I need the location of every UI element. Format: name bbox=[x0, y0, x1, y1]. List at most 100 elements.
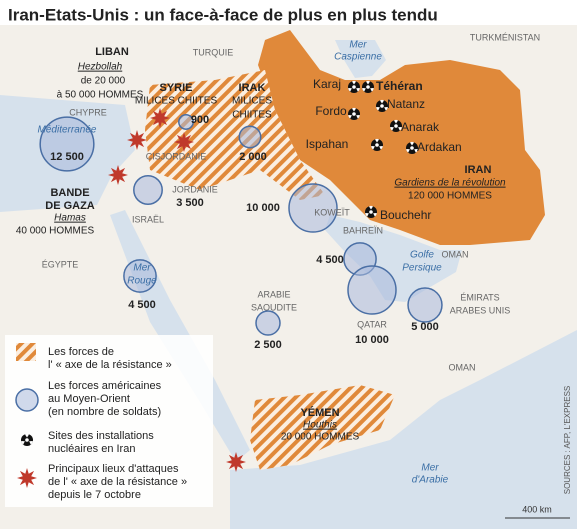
site-label: Téhéran bbox=[376, 79, 423, 93]
group-label: CHIITES bbox=[232, 110, 272, 121]
resistance-area bbox=[250, 385, 395, 470]
nuclear-icon bbox=[394, 124, 398, 128]
sea-label: Rouge bbox=[127, 276, 157, 287]
site-label: Bouchehr bbox=[380, 208, 431, 222]
nuclear-icon bbox=[375, 138, 379, 143]
force-label: 900 bbox=[191, 114, 209, 126]
place-label: ÉMIRATS bbox=[460, 292, 499, 302]
group-label: de 20 000 bbox=[81, 76, 126, 87]
nuclear-icon bbox=[398, 127, 402, 131]
sea-label: Mer bbox=[133, 263, 151, 274]
sea-label: Mer bbox=[349, 40, 367, 51]
source: SOURCES : AFP, L'EXPRESS bbox=[563, 386, 572, 495]
us-force bbox=[178, 114, 194, 130]
nuclear-icon bbox=[380, 99, 384, 104]
us-force bbox=[255, 310, 281, 336]
us-force bbox=[407, 287, 443, 323]
nuclear-icon bbox=[356, 115, 360, 119]
group-label: YÉMEN bbox=[300, 406, 339, 419]
force-label: 10 000 bbox=[246, 202, 280, 214]
legend-label: nucléaires en Iran bbox=[48, 443, 135, 455]
nuclear-icon bbox=[348, 88, 352, 92]
force-label: 10 000 bbox=[355, 334, 389, 346]
us-force bbox=[347, 265, 397, 315]
site-label: Ardakan bbox=[417, 140, 462, 154]
force-label: 2 500 bbox=[254, 339, 282, 351]
place-label: SAOUDITE bbox=[251, 302, 297, 312]
legend-label: Principaux lieux d'attaques bbox=[48, 463, 179, 475]
place-label: QATAR bbox=[357, 319, 387, 329]
group-label: Gardiens de la révolution bbox=[394, 178, 506, 189]
sea-label: Méditerranée bbox=[38, 125, 97, 136]
site-label: Fordo bbox=[315, 104, 347, 118]
site-label: Karaj bbox=[313, 77, 341, 91]
group-label: Hamas bbox=[54, 213, 86, 224]
force-label: 4 500 bbox=[316, 254, 344, 266]
nuclear-icon bbox=[394, 119, 398, 124]
scale-label: 400 km bbox=[522, 504, 552, 514]
group-label: MILICES bbox=[232, 96, 272, 107]
nuclear-icon bbox=[379, 146, 383, 150]
sea-label: d'Arabie bbox=[412, 475, 449, 486]
nuclear-icon bbox=[25, 433, 29, 438]
attack-icon bbox=[174, 132, 194, 152]
legend-swatch bbox=[16, 343, 36, 361]
place-label: ÉGYPTE bbox=[42, 259, 79, 269]
nuclear-icon bbox=[352, 107, 356, 112]
place-label: ISRAËL bbox=[132, 214, 164, 224]
place-label: OMAN bbox=[442, 249, 469, 259]
us-force bbox=[123, 259, 157, 293]
group-label: 40 000 HOMMES bbox=[16, 226, 95, 237]
group-label: DE GAZA bbox=[45, 200, 95, 212]
attack-icon bbox=[226, 452, 246, 472]
nuclear-icon bbox=[366, 85, 370, 89]
legend-label: (en nombre de soldats) bbox=[48, 406, 161, 418]
nuclear-icon bbox=[373, 213, 377, 217]
us-force bbox=[39, 116, 95, 172]
title: Iran-Etats-Unis : un face-à-face de plus… bbox=[8, 5, 438, 24]
place-label: ARABIE bbox=[257, 289, 290, 299]
legend-label: l' « axe de la résistance » bbox=[48, 359, 172, 371]
sea-label: Persique bbox=[402, 263, 442, 274]
force-label: 5 000 bbox=[411, 321, 439, 333]
group-label: MILICES CHIITES bbox=[135, 96, 218, 107]
site-label: Natanz bbox=[387, 97, 425, 111]
site-label: Anarak bbox=[401, 120, 440, 134]
group-label: Houthis bbox=[303, 420, 337, 431]
nuclear-icon bbox=[366, 80, 370, 85]
place-label: KOWEÏT bbox=[314, 207, 350, 217]
place-label: CHYPRE bbox=[69, 107, 107, 117]
site-label: Ispahan bbox=[306, 137, 349, 151]
nuclear-icon bbox=[380, 104, 384, 108]
group-label: BANDE bbox=[50, 187, 89, 199]
group-label: SYRIE bbox=[159, 82, 192, 94]
force-label: 4 500 bbox=[128, 299, 156, 311]
nuclear-icon bbox=[406, 149, 410, 153]
sea-label: Caspienne bbox=[334, 52, 382, 63]
force-label: 3 500 bbox=[176, 197, 204, 209]
place-label: TURKMÉNISTAN bbox=[470, 32, 540, 42]
nuclear-icon bbox=[390, 127, 394, 131]
group-label: IRAN bbox=[465, 164, 492, 176]
us-force bbox=[288, 183, 338, 233]
iran-area bbox=[258, 30, 545, 245]
nuclear-icon bbox=[352, 80, 356, 85]
nuclear-icon bbox=[365, 213, 369, 217]
nuclear-icon bbox=[362, 88, 366, 92]
place-label: BAHREÏN bbox=[343, 225, 383, 235]
nuclear-icon bbox=[356, 88, 360, 92]
group-label: Hezbollah bbox=[78, 62, 123, 73]
nuclear-icon bbox=[370, 88, 374, 92]
group-label: à 50 000 HOMMES bbox=[57, 90, 144, 101]
group-label: 20 000 HOMMES bbox=[281, 432, 360, 443]
legend-swatch bbox=[15, 388, 39, 412]
nuclear-icon bbox=[369, 210, 373, 214]
place-label: CISJORDANIE bbox=[146, 151, 207, 161]
nuclear-icon bbox=[352, 85, 356, 89]
attack-icon bbox=[108, 165, 128, 185]
nuclear-icon bbox=[410, 141, 414, 146]
nuclear-icon bbox=[414, 149, 418, 153]
legend-label: au Moyen-Orient bbox=[48, 393, 130, 405]
attack-icon bbox=[150, 108, 170, 128]
legend-label: Les forces américaines bbox=[48, 380, 162, 392]
